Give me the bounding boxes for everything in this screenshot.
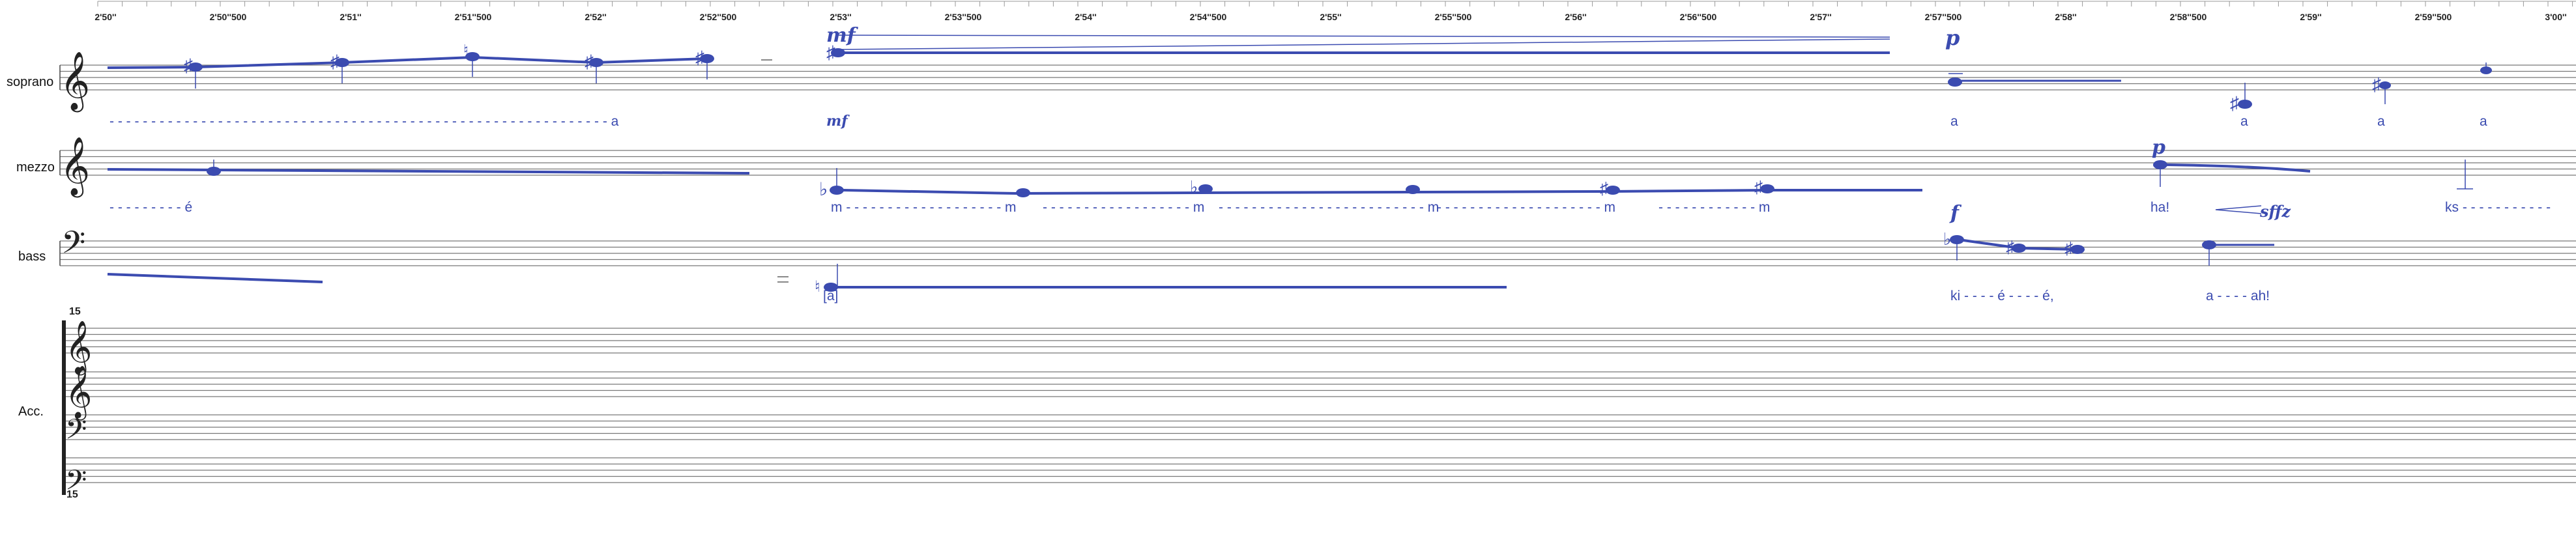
lyric: - - - - - - - - - - - - - - - - - - - - … [1437,200,1615,215]
sharp-icon: ♯ [1754,177,1763,197]
hairpin [835,35,1890,37]
soprano-music: ♯ ♯ ♮ ♯ ♯ mf ♯ p ♯ ♯ - - - - - - - - - -… [108,24,2492,130]
time-label: 2'58''500 [2170,12,2207,22]
time-label: 2'51'' [340,12,361,22]
timeline-ruler: 2'50'' 2'50''500 2'51'' 2'51''500 2'52''… [94,1,2576,22]
treble-clef-icon: 𝄞 [60,51,90,113]
lyric: a [1950,114,1958,129]
time-label: 2'52'' [585,12,606,22]
ruler-ticks [98,1,2573,7]
lyric: [a] [823,289,838,303]
sharp-icon: ♯ [330,51,340,72]
dynamic-marking: p [1945,25,1960,50]
sharp-icon: ♯ [585,51,594,72]
flat-icon: ♭ [819,179,828,199]
time-label: 2'59''500 [2415,12,2452,22]
instrument-label-mezzo: mezzo [16,160,55,175]
sharp-icon: ♯ [2064,238,2073,258]
time-label: 3'00'' [2545,12,2566,22]
lyric-dynamic: mf [826,113,850,130]
natural-icon: ♮ [815,278,820,296]
time-label: 2'58'' [2055,12,2076,22]
lyric: m - - - - - - - - - - - - - - - - - - - … [831,200,1017,215]
flat-icon: ♭ [1190,177,1198,197]
instrument-label-soprano: soprano [7,75,53,89]
sharp-icon: ♯ [2006,237,2014,257]
sharp-icon: ♯ [2230,93,2239,113]
dynamic-marking: f [1949,202,1962,225]
glissando-line [108,169,749,173]
lyric: ki - - - - é - - - - é, [1950,289,2054,303]
ottava-top-label: 15 [69,306,81,317]
lyric: a [2240,114,2248,129]
staff-acc-treble-2 [64,372,2576,397]
sharp-icon: ♯ [184,55,193,76]
staff-bass [60,241,2576,266]
lyric: a [2480,114,2487,129]
lyric: ks - - - - - - - - - - - [2445,200,2551,215]
notehead [1948,77,1962,87]
hairpin [835,39,1890,49]
treble-clef-icon: 𝄞 [65,365,92,420]
staff-acc-bass-2 [64,458,2576,483]
notehead [1198,184,1213,193]
time-label: 2'52''500 [700,12,737,22]
time-label: 2'50''500 [210,12,247,22]
mezzo-music: ♭ ♭ ♯ ♯ p sffz - - - - - - - - - é m - -… [108,136,2551,221]
lyric: - - - - - - - - - - - - - - - - - - - - … [1219,200,1439,215]
time-label: 2'56''500 [1680,12,1717,22]
time-label: 2'54'' [1075,12,1096,22]
time-label: 2'57'' [1810,12,1831,22]
staff-soprano [60,65,2576,90]
time-label: 2'56'' [1565,12,1586,22]
lyric: - - - - - - - - - - - - - - - - - - - - … [109,114,619,129]
hairpin [2216,206,2261,214]
lyric: a [2377,114,2385,129]
time-label: 2'53''500 [945,12,982,22]
lyric: - - - - - - - - - - - - - - - - - - m [1043,200,1204,215]
natural-icon: ♮ [463,42,469,58]
staff-acc-treble-1 [64,328,2576,353]
lyric: - - - - - - - - - - - - m [1658,200,1770,215]
sharp-icon: ♯ [695,48,704,68]
time-label: 2'55'' [1320,12,1341,22]
glissando-line [108,274,323,282]
time-label: 2'50'' [94,12,116,22]
flat-icon: ♭ [1943,229,1951,249]
sharp-icon: ♯ [1600,178,1608,198]
instrument-label-acc: Acc. [18,404,44,419]
bass-music: ♮ f ♭ ♯ ♯ [a] ki - - - - é - - - - é, a … [108,202,2274,303]
bass-clef-icon: 𝄢 [61,224,85,268]
instrument-label-bass: bass [18,249,46,264]
time-label: 2'53'' [830,12,851,22]
lyric: ha! [2150,200,2169,215]
sharp-icon: ♯ [826,42,835,63]
time-label: 2'57''500 [1925,12,1962,22]
lyric: a - - - - ah! [2206,289,2270,303]
lyric: - - - - - - - - - é [109,200,192,215]
bass-clef-icon: 𝄢 [65,414,87,453]
dynamic-marking: sffz [2259,202,2291,221]
time-label: 2'55''500 [1435,12,1472,22]
time-label: 2'54''500 [1190,12,1227,22]
time-label: 2'59'' [2300,12,2321,22]
sharp-icon: ♯ [2372,74,2381,94]
glissando-line [2167,165,2310,171]
time-label: 2'51''500 [455,12,492,22]
bass-clef-icon: 𝄢 [65,464,87,503]
dynamic-marking: p [2152,136,2165,159]
treble-clef-icon: 𝄞 [60,137,90,198]
staff-acc-bass-1 [64,415,2576,440]
notehead [1406,185,1420,194]
